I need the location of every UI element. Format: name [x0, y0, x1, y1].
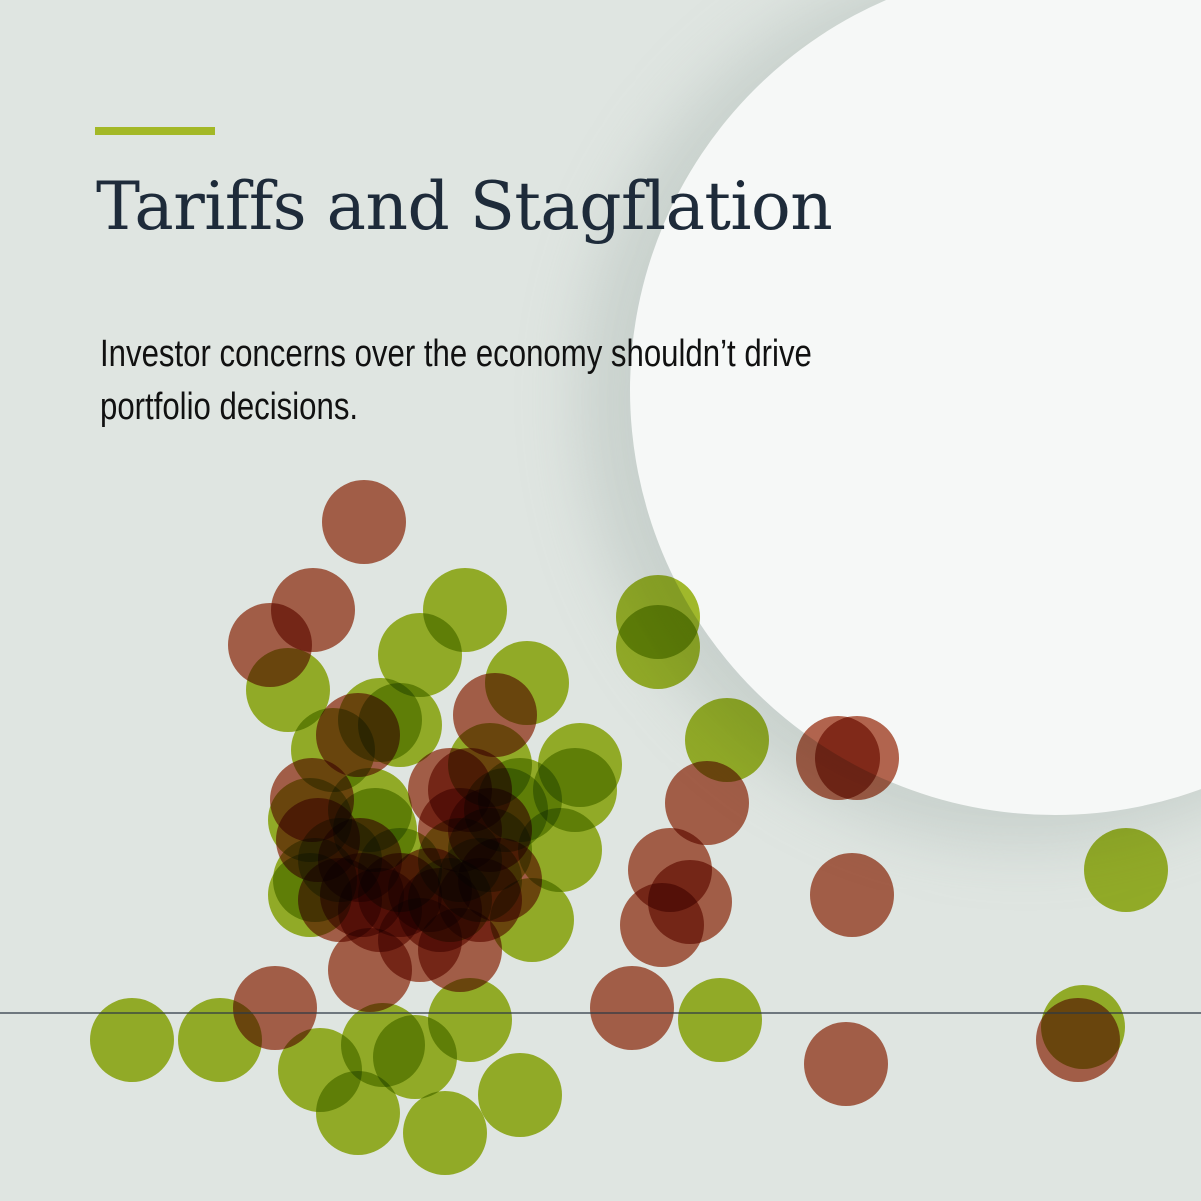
green-bubble [378, 613, 462, 697]
green-bubble [678, 978, 762, 1062]
green-bubble [685, 698, 769, 782]
green-bubble [616, 575, 700, 659]
red-bubble [316, 693, 400, 777]
green-bubbles [90, 480, 1168, 1175]
red-bubble [648, 860, 732, 944]
green-bubble [1084, 828, 1168, 912]
red-bubble [322, 480, 406, 564]
page-title: Tariffs and Stagflation [96, 168, 833, 245]
red-bubble [590, 966, 674, 1050]
green-bubble [333, 788, 417, 872]
green-bubble [90, 998, 174, 1082]
green-bubble [373, 1015, 457, 1099]
axis-lines [0, 465, 1201, 1201]
green-bubble [478, 1053, 562, 1137]
red-bubble [810, 853, 894, 937]
green-bubble [408, 858, 492, 942]
red-bubble [1036, 998, 1120, 1082]
green-bubble [403, 1091, 487, 1175]
accent-bar [95, 127, 215, 135]
red-bubble [338, 868, 422, 952]
red-bubble [815, 716, 899, 800]
red-bubble [428, 748, 512, 832]
red-bubble [804, 1022, 888, 1106]
green-bubble [178, 998, 262, 1082]
subtitle: Investor concerns over the economy shoul… [100, 333, 812, 428]
red-bubble [665, 761, 749, 845]
green-bubble [316, 1071, 400, 1155]
